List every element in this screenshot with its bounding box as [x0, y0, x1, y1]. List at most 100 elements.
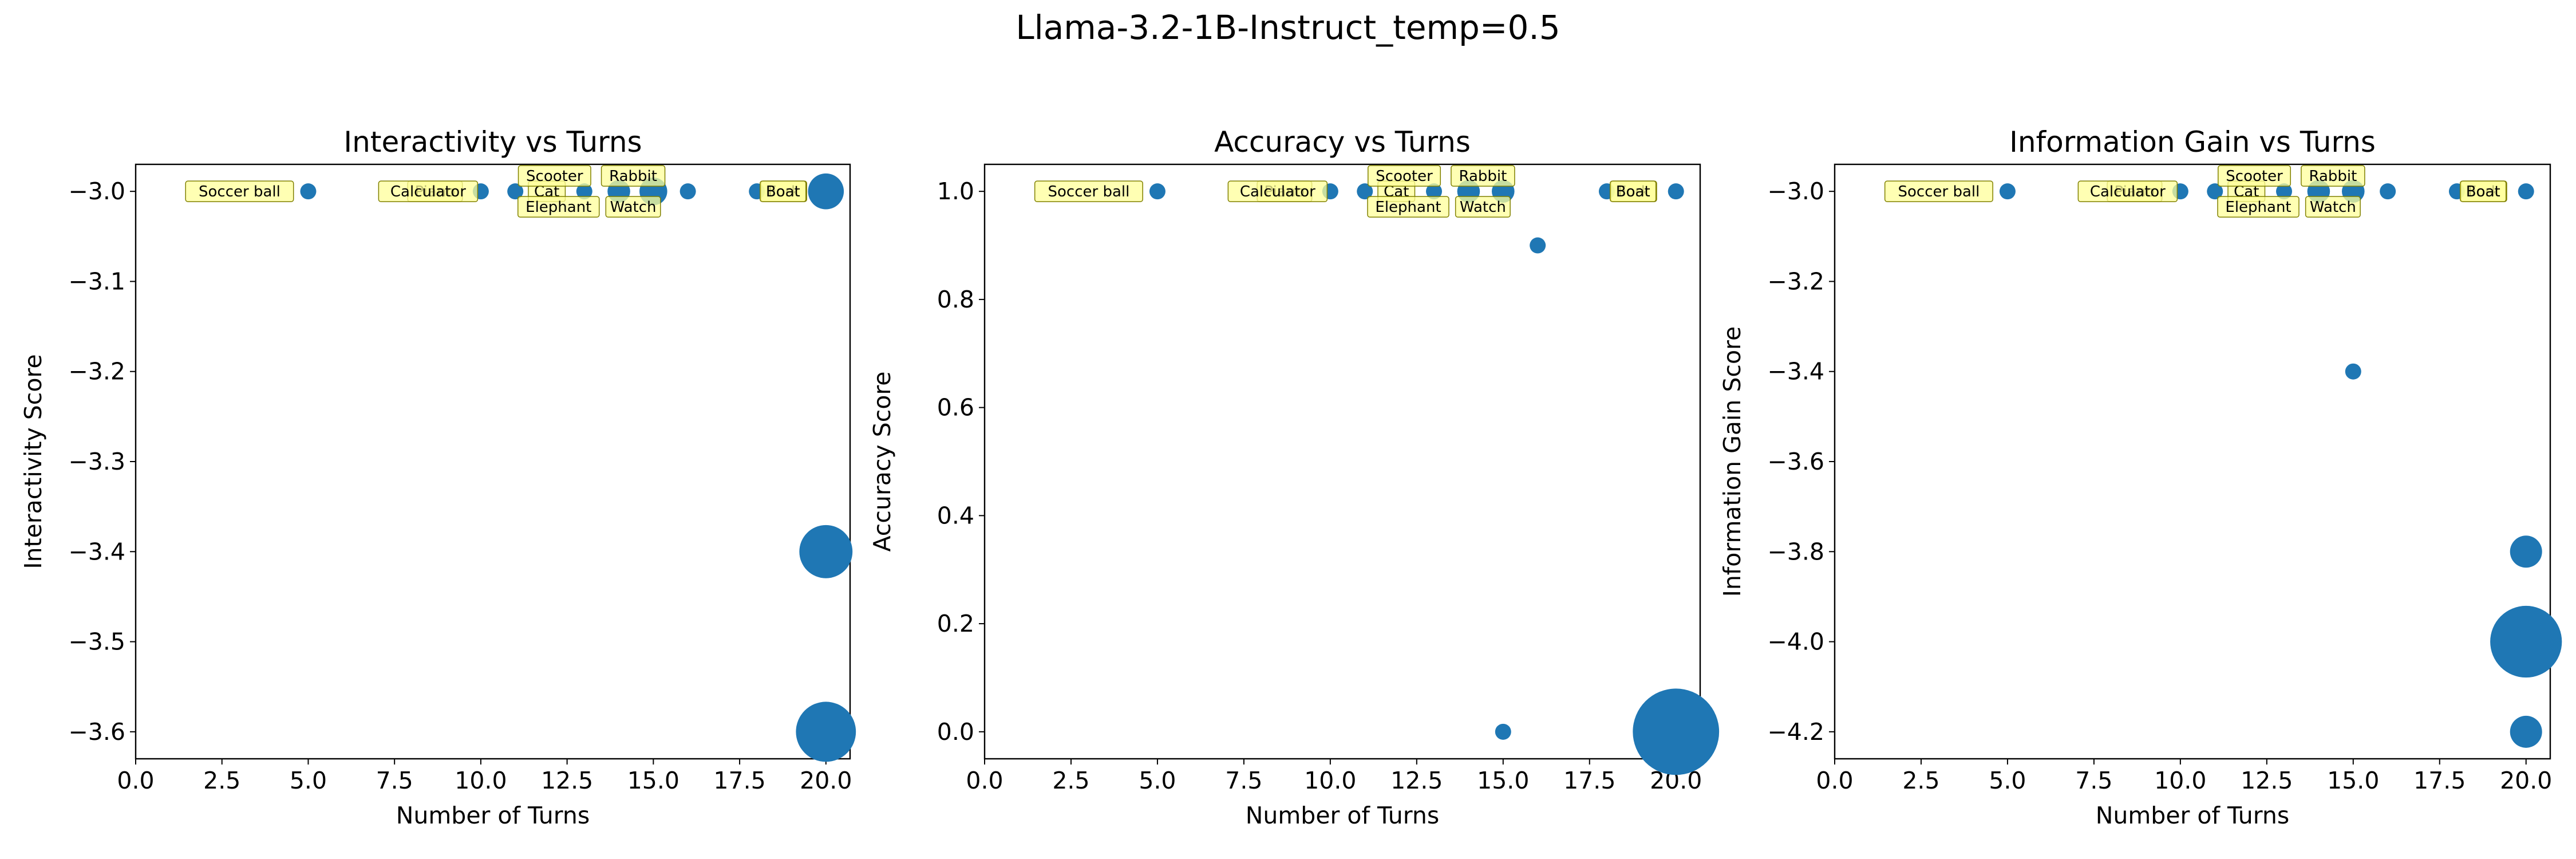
annotation-text: Watch: [610, 199, 657, 216]
annotation-box: [1034, 180, 1143, 202]
annotation-elephant: Elephant: [2217, 196, 2300, 218]
x-tick-label: 17.5: [713, 767, 765, 794]
x-tick-label: 20.0: [800, 767, 852, 794]
annotation-box: [378, 180, 479, 202]
x-tick-label: 0.0: [117, 767, 154, 794]
annotation-text: Scooter: [526, 168, 583, 185]
y-tick-label: −3.0: [68, 178, 125, 205]
scatter-point: [2207, 183, 2223, 200]
x-tick-label: 7.5: [2075, 767, 2112, 794]
annotation-box: [1609, 180, 1657, 202]
annotation-scooter: Scooter: [1368, 165, 1441, 187]
annotation-boat: Boat: [1609, 180, 1657, 202]
y-axis-label: Accuracy Score: [868, 371, 896, 551]
y-tick-label: 0.4: [937, 502, 974, 529]
annotation-box: [1884, 180, 1993, 202]
subplot-title: Accuracy vs Turns: [1214, 125, 1471, 159]
x-tick-label: 15.0: [1477, 767, 1529, 794]
y-tick-label: −4.0: [1767, 628, 1824, 656]
point-annotations: Soccer ballPianoCalculatorCatScooterElep…: [1884, 165, 2507, 218]
scatter-point: [2490, 605, 2562, 678]
scatter-points: [1999, 180, 2562, 748]
annotation-text: Soccer ball: [1048, 183, 1130, 200]
annotation-text: Scooter: [2226, 168, 2283, 185]
x-tick-label: 2.5: [1052, 767, 1089, 794]
annotation-rabbit: Rabbit: [2301, 165, 2365, 187]
annotation-elephant: Elephant: [517, 196, 600, 218]
y-tick-label: 0.6: [937, 394, 974, 421]
annotation-text: Rabbit: [609, 168, 657, 185]
annotation-text: Soccer ball: [199, 183, 280, 200]
annotation-text: Calculator: [1240, 183, 1315, 200]
annotation-text: Elephant: [526, 199, 591, 216]
axes-frame: [983, 163, 1701, 760]
x-tick-label: 15.0: [627, 767, 679, 794]
x-tick-label: 10.0: [1304, 767, 1356, 794]
y-tick-label: −3.8: [1767, 538, 1824, 565]
annotation-box: [2217, 196, 2300, 218]
scatter-point: [1357, 183, 1373, 200]
axes-frame: [135, 163, 851, 760]
scatter-points: [1149, 180, 1720, 775]
annotation-elephant: Elephant: [1367, 196, 1449, 218]
subplot-2: Accuracy vs Turns 0.0 2.5 5.0 7.5 10.0 12.5 15.…: [868, 125, 1720, 829]
y-tick-label: −3.0: [1767, 178, 1824, 205]
annotation-soccer-ball: Soccer ball: [185, 180, 294, 202]
annotation-rabbit: Rabbit: [600, 165, 666, 187]
y-tick-label: −3.5: [68, 628, 125, 656]
annotation-text: Boat: [2466, 183, 2500, 200]
annotation-calculator: Calculator: [2077, 180, 2178, 202]
x-tick-label: 2.5: [203, 767, 240, 794]
point-annotations: Soccer ballPianoCalculatorCatScooterElep…: [1034, 165, 1657, 218]
annotation-boat: Boat: [2459, 180, 2507, 202]
x-tick-label: 2.5: [1902, 767, 1939, 794]
y-tick-label: −3.6: [68, 718, 125, 746]
x-tick-label: 10.0: [2154, 767, 2206, 794]
annotation-text: Watch: [1460, 199, 1506, 216]
annotation-box: [2218, 165, 2291, 187]
y-tick-label: −4.2: [1767, 718, 1824, 746]
annotation-watch: Watch: [1455, 196, 1511, 218]
annotation-scooter: Scooter: [2218, 165, 2291, 187]
x-tick-label: 17.5: [2413, 767, 2466, 794]
scatter-point: [808, 173, 844, 210]
annotation-box: [517, 165, 591, 187]
scatter-point: [2510, 715, 2542, 748]
annotation-box: [185, 180, 294, 202]
y-tick-label: −3.2: [1767, 267, 1824, 295]
x-tick-label: 12.5: [541, 767, 593, 794]
annotation-text: Scooter: [1376, 168, 1433, 185]
annotation-calculator: Calculator: [378, 180, 479, 202]
annotation-box: [1368, 165, 1441, 187]
annotation-text: Boat: [766, 183, 800, 200]
scatter-point: [1495, 723, 1511, 740]
y-tick-label: −3.6: [1767, 448, 1824, 475]
annotation-watch: Watch: [605, 196, 661, 218]
y-tick-label: −3.4: [68, 538, 125, 565]
y-tick-label: −3.1: [68, 267, 125, 295]
y-tick-label: 0.0: [937, 718, 974, 746]
annotation-box: [605, 196, 661, 218]
x-tick-label: 15.0: [2327, 767, 2379, 794]
subplot-title: Interactivity vs Turns: [343, 125, 642, 159]
annotation-text: Rabbit: [1459, 168, 1507, 185]
annotation-text: Calculator: [390, 183, 466, 200]
figure-title: Llama-3.2-1B-Instruct_temp=0.5: [1016, 8, 1560, 47]
annotation-box: [760, 180, 807, 202]
annotation-box: [1367, 196, 1449, 218]
scatter-point: [796, 702, 856, 762]
scatter-point: [1633, 688, 1720, 775]
y-tick-label: −3.4: [1767, 358, 1824, 385]
annotation-rabbit: Rabbit: [1451, 165, 1515, 187]
annotation-text: Boat: [1616, 183, 1650, 200]
annotation-box: [1455, 196, 1511, 218]
annotation-soccer-ball: Soccer ball: [1034, 180, 1143, 202]
x-tick-label: 20.0: [2500, 767, 2552, 794]
y-tick-label: 0.8: [937, 286, 974, 313]
x-tick-label: 0.0: [966, 767, 1003, 794]
x-tick-label: 7.5: [1225, 767, 1262, 794]
annotation-text: Elephant: [2225, 199, 2291, 216]
annotation-box: [2305, 196, 2361, 218]
annotation-watch: Watch: [2305, 196, 2361, 218]
x-tick-label: 12.5: [2241, 767, 2293, 794]
